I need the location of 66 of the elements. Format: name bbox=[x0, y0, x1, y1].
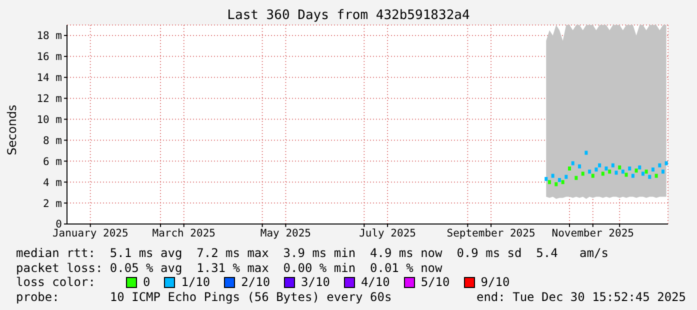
point bbox=[614, 170, 618, 175]
point bbox=[571, 161, 574, 166]
point bbox=[578, 164, 582, 168]
point bbox=[661, 170, 664, 174]
legend-label: 1/10 bbox=[181, 275, 210, 290]
legend-label: 4/10 bbox=[360, 275, 390, 290]
y-axis-title: Seconds bbox=[5, 104, 20, 156]
y-tick-label: 2 m bbox=[43, 198, 62, 210]
point bbox=[568, 166, 572, 170]
y-tick-label: 18 m bbox=[36, 30, 62, 42]
x-tick-label: September 2025 bbox=[446, 227, 536, 240]
point bbox=[608, 170, 612, 174]
legend-label: 3/10 bbox=[301, 275, 330, 290]
point bbox=[664, 161, 668, 166]
point bbox=[594, 168, 598, 172]
text: packet loss: 0.05 % avg 1.31 % max 0.00 % min 0.01 % now bbox=[16, 260, 444, 275]
x-tick-label: January 2025 bbox=[52, 227, 128, 240]
point bbox=[648, 174, 652, 179]
point bbox=[631, 174, 634, 178]
y-tick-label: 14 m bbox=[36, 72, 62, 84]
point bbox=[658, 163, 662, 168]
legend-label: 9/10 bbox=[480, 275, 510, 290]
y-tick-label: 16 m bbox=[36, 51, 62, 64]
point bbox=[628, 166, 632, 170]
y-tick-label: 8 m bbox=[43, 134, 62, 147]
legend-title: loss color: bbox=[16, 275, 96, 290]
point bbox=[591, 174, 594, 178]
x-tick-label: March 2025 bbox=[152, 227, 216, 240]
y-tick-label: 4 m bbox=[43, 176, 62, 189]
chart-title: Last 360 Days from 432b591832a4 bbox=[226, 8, 471, 23]
point bbox=[644, 170, 648, 174]
x-tick-label: May 2025 bbox=[260, 227, 311, 240]
point bbox=[558, 178, 561, 182]
point bbox=[584, 150, 588, 155]
legend-label: 5/10 bbox=[420, 275, 450, 290]
point bbox=[548, 180, 551, 184]
point bbox=[588, 170, 592, 174]
point bbox=[564, 174, 568, 179]
point bbox=[624, 172, 628, 177]
text: probe: 10 ICMP Echo Pings (56 Bytes) every 60s bbox=[16, 290, 392, 304]
point bbox=[611, 163, 614, 168]
point bbox=[651, 168, 654, 172]
point bbox=[641, 172, 644, 176]
point bbox=[574, 176, 578, 180]
point bbox=[638, 165, 642, 170]
point bbox=[598, 163, 602, 168]
point bbox=[544, 176, 548, 181]
point bbox=[618, 165, 622, 170]
point bbox=[561, 180, 564, 184]
y-tick-label: 10 m bbox=[36, 114, 62, 126]
legend-label: 0 bbox=[143, 275, 150, 290]
y-tick-label: 12 m bbox=[36, 93, 62, 106]
point bbox=[621, 170, 624, 174]
text: end: Tue Dec 30 15:52:45 2025 bbox=[476, 290, 686, 304]
legend-label: 2/10 bbox=[241, 275, 270, 290]
point bbox=[581, 172, 584, 176]
point bbox=[604, 166, 608, 170]
x-tick-label: July 2025 bbox=[359, 227, 416, 240]
point bbox=[601, 172, 604, 176]
point bbox=[551, 174, 554, 178]
point bbox=[654, 174, 658, 178]
text: median rtt: 5.1 ms avg 7.2 ms max 3.9 ms min 4.9 ms now 0.9 ms sd 5.4 am/s bbox=[16, 246, 610, 260]
x-tick-label: November 2025 bbox=[552, 227, 634, 240]
point bbox=[554, 182, 558, 186]
y-tick-label: 6 m bbox=[43, 156, 62, 168]
point bbox=[634, 168, 638, 173]
